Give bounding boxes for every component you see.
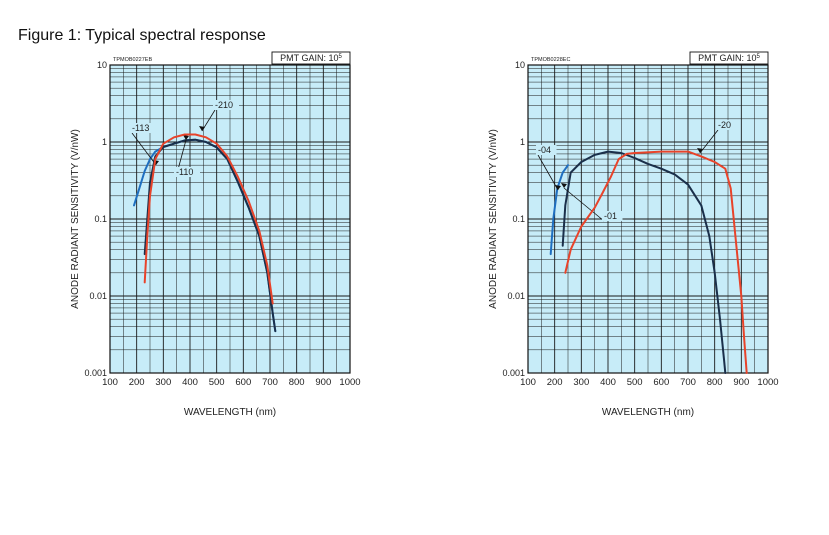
x-tick-label: 600 xyxy=(653,377,669,388)
pmt-gain-exponent: 5 xyxy=(757,54,761,60)
x-tick-label: 100 xyxy=(102,377,118,388)
y-tick-label: 1 xyxy=(102,137,107,147)
x-tick-label: 1000 xyxy=(339,377,360,388)
x-tick-label: 900 xyxy=(315,377,331,388)
series-leader-line xyxy=(537,154,559,191)
series-label-bg xyxy=(536,145,557,155)
x-tick-label: 600 xyxy=(235,377,251,388)
pmt-gain-label: PMT GAIN: 105 xyxy=(280,53,342,63)
series-label-bg xyxy=(213,100,239,110)
x-tick-label: 100 xyxy=(520,377,536,388)
x-tick-label: 900 xyxy=(733,377,749,388)
pmt-gain-box: PMT GAIN: 105 xyxy=(271,51,351,65)
y-tick-label: 10 xyxy=(97,60,107,70)
series-leader-arrow xyxy=(183,135,189,140)
series-leader-arrow xyxy=(697,148,703,153)
y-axis-label: ANODE RADIANT SENSITIVITY (V/nW) xyxy=(488,129,499,309)
series-leader-arrow xyxy=(199,126,205,131)
series-line-n210 xyxy=(143,133,274,305)
series-leader-line xyxy=(699,129,719,154)
series-label: -110 xyxy=(176,167,193,177)
x-tick-label: 800 xyxy=(707,377,723,388)
pmt-gain-label: PMT GAIN: 105 xyxy=(698,53,760,63)
series-leader-arrow xyxy=(555,185,561,190)
y-tick-label: 1 xyxy=(520,137,525,147)
y-tick-label: 0.01 xyxy=(89,291,107,301)
series-label-bg xyxy=(174,167,200,177)
pmt-gain-exponent: 5 xyxy=(339,54,343,60)
x-tick-label: 400 xyxy=(182,377,198,388)
series-label-bg xyxy=(602,211,623,221)
x-tick-label: 200 xyxy=(129,377,145,388)
x-tick-label: 400 xyxy=(600,377,616,388)
series-leader-line xyxy=(131,132,157,166)
series-leader-arrow xyxy=(561,183,567,188)
series-label-bg xyxy=(130,123,156,133)
x-tick-label: 500 xyxy=(209,377,225,388)
grid xyxy=(527,64,769,374)
x-axis-label: WAVELENGTH (nm) xyxy=(602,407,694,418)
series-label: -20 xyxy=(718,120,731,130)
x-tick-label: 200 xyxy=(547,377,563,388)
figure-title: Figure 1: Typical spectral response xyxy=(18,27,266,44)
x-tick-label: 800 xyxy=(289,377,305,388)
series-label: -113 xyxy=(132,123,149,133)
x-tick-label: 1000 xyxy=(757,377,778,388)
x-axis-label: WAVELENGTH (nm) xyxy=(184,407,276,418)
y-tick-label: 0.001 xyxy=(502,368,525,378)
figure-id-label: TPMOB0227EB xyxy=(113,57,152,63)
series-label-bg xyxy=(716,120,737,130)
y-axis-label: ANODE RADIANT SENSITIVITY (V/nW) xyxy=(70,129,81,309)
series-leader-line xyxy=(563,187,605,222)
y-tick-label: 10 xyxy=(515,60,525,70)
x-tick-label: 700 xyxy=(680,377,696,388)
x-tick-label: 500 xyxy=(627,377,643,388)
x-tick-label: 700 xyxy=(262,377,278,388)
y-tick-label: 0.1 xyxy=(94,214,107,224)
figure-id-label: TPMOB0228EC xyxy=(531,57,570,63)
plot-frame xyxy=(109,64,351,374)
plot-frame xyxy=(527,64,769,374)
x-tick-label: 300 xyxy=(573,377,589,388)
x-tick-label: 300 xyxy=(155,377,171,388)
series-line-n01 xyxy=(561,150,727,374)
series-line-n20 xyxy=(564,150,748,374)
y-tick-label: 0.01 xyxy=(507,291,525,301)
y-tick-label: 0.001 xyxy=(84,368,107,378)
series-label: -04 xyxy=(538,145,551,155)
series-label: -210 xyxy=(215,100,233,110)
pmt-gain-box: PMT GAIN: 105 xyxy=(689,51,769,65)
series-label: -01 xyxy=(604,211,617,221)
y-tick-label: 0.1 xyxy=(512,214,525,224)
